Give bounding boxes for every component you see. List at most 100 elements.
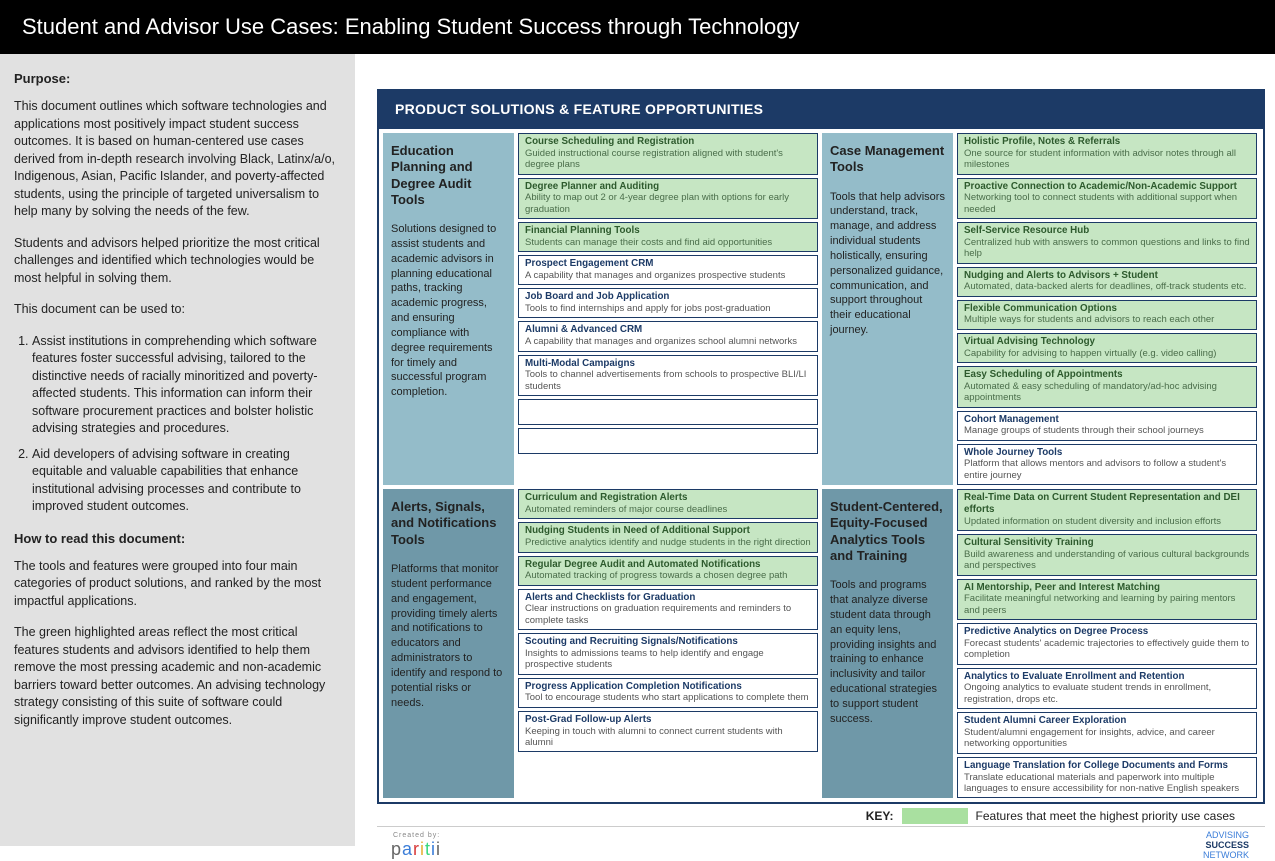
footer: Created by: paritii ADVISING SUCCESS NET… — [377, 826, 1265, 861]
feature-item: Post-Grad Follow-up AlertsKeeping in tou… — [518, 711, 818, 753]
feature-title: Virtual Advising Technology — [964, 336, 1250, 348]
category-desc: Tools and programs that analyze diverse … — [830, 578, 945, 726]
category-cell: Case Management Tools Tools that help adv… — [822, 133, 953, 485]
key-row: KEY: Features that meet the highest prio… — [377, 804, 1265, 826]
howto-heading: How to read this document: — [14, 530, 337, 548]
feature-title: Analytics to Evaluate Enrollment and Ret… — [964, 671, 1250, 683]
category-desc: Solutions designed to assist students an… — [391, 222, 506, 400]
feature-item: Degree Planner and AuditingAbility to ma… — [518, 178, 818, 220]
category-title: Student-Centered, Equity-Focused Analyti… — [830, 499, 945, 564]
feature-desc: Automated, data-backed alerts for deadli… — [964, 281, 1250, 292]
logo-paritii: Created by: paritii — [391, 832, 441, 860]
key-swatch — [902, 808, 968, 824]
category-cell: Education Planning and Degree Audit Tool… — [383, 133, 514, 485]
feature-title: Nudging Students in Need of Additional S… — [525, 525, 811, 537]
category-cell: Student-Centered, Equity-Focused Analyti… — [822, 489, 953, 798]
feature-title: Curriculum and Registration Alerts — [525, 492, 811, 504]
feature-item: Alerts and Checklists for GraduationClea… — [518, 589, 818, 631]
feature-desc: Insights to admissions teams to help ide… — [525, 648, 811, 671]
purpose-list: Assist institutions in comprehending whi… — [32, 333, 337, 516]
feature-item: Multi-Modal CampaignsTools to channel ad… — [518, 355, 818, 397]
purpose-li2: Aid developers of advising software in c… — [32, 446, 337, 516]
key-label: KEY: — [866, 809, 894, 823]
feature-desc: A capability that manages and organizes … — [525, 270, 811, 281]
feature-desc: Tools to find internships and apply for … — [525, 303, 811, 314]
content-area: PRODUCT SOLUTIONS & FEATURE OPPORTUNITIE… — [355, 54, 1275, 846]
howto-p2: The green highlighted areas reflect the … — [14, 624, 337, 729]
page-header: Student and Advisor Use Cases: Enabling … — [0, 0, 1275, 54]
feature-desc: Clear instructions on graduation require… — [525, 603, 811, 626]
feature-item: Cohort ManagementManage groups of studen… — [957, 411, 1257, 441]
feature-item: Whole Journey ToolsPlatform that allows … — [957, 444, 1257, 486]
feature-desc: Facilitate meaningful networking and lea… — [964, 593, 1250, 616]
feature-title: Alumni & Advanced CRM — [525, 324, 811, 336]
feature-item: Proactive Connection to Academic/Non-Aca… — [957, 178, 1257, 220]
feature-desc: One source for student information with … — [964, 148, 1250, 171]
feature-item: Virtual Advising TechnologyCapability fo… — [957, 333, 1257, 363]
feature-title: Whole Journey Tools — [964, 447, 1250, 459]
feature-item: Regular Degree Audit and Automated Notif… — [518, 556, 818, 586]
feature-item: Student Alumni Career ExplorationStudent… — [957, 712, 1257, 754]
logo-asn: ADVISING SUCCESS NETWORK — [1203, 831, 1249, 861]
feature-title: Language Translation for College Documen… — [964, 760, 1250, 772]
feature-item: Nudging and Alerts to Advisors + Student… — [957, 267, 1257, 297]
feature-item: Nudging Students in Need of Additional S… — [518, 522, 818, 552]
feature-desc: Automated & easy scheduling of mandatory… — [964, 381, 1250, 404]
category-desc: Tools that help advisors understand, tra… — [830, 190, 945, 338]
category-desc: Platforms that monitor student performan… — [391, 562, 506, 710]
feature-item: Real-Time Data on Current Student Repres… — [957, 489, 1257, 531]
panel-title: PRODUCT SOLUTIONS & FEATURE OPPORTUNITIE… — [377, 89, 1265, 129]
feature-desc: Ability to map out 2 or 4-year degree pl… — [525, 192, 811, 215]
feature-item: Scouting and Recruiting Signals/Notifica… — [518, 633, 818, 675]
feature-title: Regular Degree Audit and Automated Notif… — [525, 559, 811, 571]
solutions-grid: Education Planning and Degree Audit Tool… — [377, 129, 1265, 804]
feature-title: Scouting and Recruiting Signals/Notifica… — [525, 636, 811, 648]
purpose-p1: This document outlines which software te… — [14, 98, 337, 221]
feature-title: Self-Service Resource Hub — [964, 225, 1250, 237]
feature-desc: Platform that allows mentors and advisor… — [964, 458, 1250, 481]
feature-title: Job Board and Job Application — [525, 291, 811, 303]
feature-item: Easy Scheduling of AppointmentsAutomated… — [957, 366, 1257, 408]
feature-desc: A capability that manages and organizes … — [525, 336, 811, 347]
category-cell: Alerts, Signals, and Notifications Tools… — [383, 489, 514, 798]
feature-title: Holistic Profile, Notes & Referrals — [964, 136, 1250, 148]
feature-desc: Forecast students' academic trajectories… — [964, 638, 1250, 661]
feature-title: Predictive Analytics on Degree Process — [964, 626, 1250, 638]
features-list: Course Scheduling and RegistrationGuided… — [518, 133, 818, 485]
howto-p1: The tools and features were grouped into… — [14, 558, 337, 611]
feature-item: Curriculum and Registration AlertsAutoma… — [518, 489, 818, 519]
feature-title: Easy Scheduling of Appointments — [964, 369, 1250, 381]
feature-desc: Automated reminders of major course dead… — [525, 504, 811, 515]
purpose-p2: Students and advisors helped prioritize … — [14, 235, 337, 288]
category-title: Case Management Tools — [830, 143, 945, 176]
feature-title: Flexible Communication Options — [964, 303, 1250, 315]
feature-desc: Predictive analytics identify and nudge … — [525, 537, 811, 548]
category-title: Alerts, Signals, and Notifications Tools — [391, 499, 506, 548]
feature-item: Self-Service Resource HubCentralized hub… — [957, 222, 1257, 264]
features-list: Curriculum and Registration AlertsAutoma… — [518, 489, 818, 798]
feature-item: Alumni & Advanced CRMA capability that m… — [518, 321, 818, 351]
feature-item: Progress Application Completion Notifica… — [518, 678, 818, 708]
feature-title: Course Scheduling and Registration — [525, 136, 811, 148]
feature-item: Holistic Profile, Notes & ReferralsOne s… — [957, 133, 1257, 175]
feature-title: Degree Planner and Auditing — [525, 181, 811, 193]
feature-desc: Build awareness and understanding of var… — [964, 549, 1250, 572]
feature-desc: Updated information on student diversity… — [964, 516, 1250, 527]
page-title: Student and Advisor Use Cases: Enabling … — [22, 14, 799, 39]
features-list: Real-Time Data on Current Student Repres… — [957, 489, 1257, 798]
feature-item: Language Translation for College Documen… — [957, 757, 1257, 799]
feature-title: Nudging and Alerts to Advisors + Student — [964, 270, 1250, 282]
feature-title: AI Mentorship, Peer and Interest Matchin… — [964, 582, 1250, 594]
feature-item: Job Board and Job ApplicationTools to fi… — [518, 288, 818, 318]
feature-item: Flexible Communication OptionsMultiple w… — [957, 300, 1257, 330]
feature-item: Predictive Analytics on Degree ProcessFo… — [957, 623, 1257, 665]
feature-desc: Networking tool to connect students with… — [964, 192, 1250, 215]
feature-title: Proactive Connection to Academic/Non-Aca… — [964, 181, 1250, 193]
feature-desc: Translate educational materials and pape… — [964, 772, 1250, 795]
feature-title: Cohort Management — [964, 414, 1250, 426]
feature-title: Cultural Sensitivity Training — [964, 537, 1250, 549]
feature-desc: Students can manage their costs and find… — [525, 237, 811, 248]
feature-desc: Multiple ways for students and advisors … — [964, 314, 1250, 325]
purpose-heading: Purpose: — [14, 70, 337, 88]
feature-title: Post-Grad Follow-up Alerts — [525, 714, 811, 726]
